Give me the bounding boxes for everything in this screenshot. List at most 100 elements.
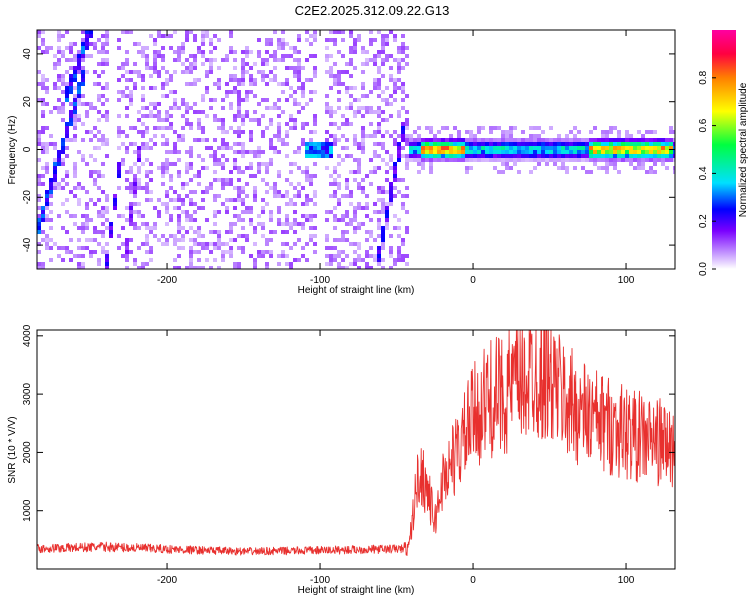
heatmap-cell bbox=[181, 62, 185, 66]
heatmap-cell bbox=[77, 254, 81, 258]
heatmap-cell bbox=[77, 238, 81, 242]
heatmap-cell bbox=[93, 126, 97, 130]
heatmap-cell bbox=[233, 114, 237, 118]
heatmap-cell bbox=[441, 142, 445, 146]
heatmap-cell bbox=[293, 98, 297, 102]
heatmap-cell bbox=[177, 134, 181, 138]
heatmap-cell bbox=[293, 118, 297, 122]
heatmap-cell bbox=[429, 166, 433, 170]
heatmap-cell bbox=[41, 166, 45, 170]
heatmap-cell bbox=[49, 186, 53, 190]
heatmap-cell bbox=[389, 134, 393, 138]
heatmap-cell bbox=[465, 170, 469, 174]
heatmap-cell bbox=[37, 34, 41, 38]
heatmap-cell bbox=[561, 154, 565, 158]
heatmap-cell bbox=[65, 130, 69, 134]
heatmap-cell bbox=[629, 134, 633, 138]
heatmap-cell bbox=[141, 142, 145, 146]
heatmap-cell bbox=[401, 46, 405, 50]
heatmap-cell bbox=[77, 262, 81, 266]
heatmap-cell bbox=[385, 130, 389, 134]
heatmap-cell bbox=[329, 106, 333, 110]
heatmap-cell bbox=[573, 134, 577, 138]
heatmap-cell bbox=[213, 230, 217, 234]
heatmap-cell bbox=[65, 182, 69, 186]
heatmap-cell bbox=[65, 230, 69, 234]
heatmap-cell bbox=[625, 130, 629, 134]
heatmap-cell bbox=[69, 66, 73, 70]
heatmap-cell bbox=[289, 226, 293, 230]
heatmap-cell bbox=[581, 138, 585, 142]
heatmap-cell bbox=[189, 126, 193, 130]
heatmap-cell bbox=[349, 46, 353, 50]
heatmap-cell bbox=[209, 50, 213, 54]
heatmap-cell bbox=[101, 46, 105, 50]
heatmap-cell bbox=[405, 158, 409, 162]
heatmap-cell bbox=[105, 30, 109, 34]
heatmap-cell bbox=[505, 154, 509, 158]
heatmap-cell bbox=[49, 46, 53, 50]
heatmap-cell bbox=[401, 90, 405, 94]
heatmap-cell bbox=[533, 150, 537, 154]
heatmap-cell bbox=[69, 110, 73, 114]
heatmap-cell bbox=[169, 234, 173, 238]
heatmap-cell bbox=[217, 66, 221, 70]
heatmap-cell bbox=[225, 210, 229, 214]
heatmap-cell bbox=[353, 258, 357, 262]
heatmap-cell bbox=[409, 138, 413, 142]
heatmap-cell bbox=[81, 70, 85, 74]
heatmap-cell bbox=[337, 30, 341, 34]
heatmap-cell bbox=[297, 238, 301, 242]
heatmap-cell bbox=[137, 158, 141, 162]
heatmap-cell bbox=[381, 190, 385, 194]
heatmap-cell bbox=[57, 154, 61, 158]
heatmap-cell bbox=[117, 98, 121, 102]
heatmap-cell bbox=[485, 142, 489, 146]
heatmap-cell bbox=[569, 138, 573, 142]
heatmap-cell bbox=[457, 130, 461, 134]
heatmap-cell bbox=[565, 146, 569, 150]
heatmap-cell bbox=[337, 82, 341, 86]
heatmap-cell bbox=[537, 138, 541, 142]
heatmap-cell bbox=[189, 66, 193, 70]
heatmap-cell bbox=[161, 82, 165, 86]
heatmap-cell bbox=[397, 110, 401, 114]
heatmap-cell bbox=[269, 250, 273, 254]
heatmap-cell bbox=[89, 154, 93, 158]
heatmap-cell bbox=[477, 146, 481, 150]
heatmap-cell bbox=[481, 142, 485, 146]
heatmap-cell bbox=[97, 130, 101, 134]
heatmap-cell bbox=[365, 266, 369, 269]
heatmap-cell bbox=[41, 74, 45, 78]
heatmap-cell bbox=[541, 158, 545, 162]
heatmap-cell bbox=[513, 138, 517, 142]
heatmap-cell bbox=[269, 138, 273, 142]
heatmap-cell bbox=[405, 254, 409, 258]
heatmap-cell bbox=[285, 130, 289, 134]
heatmap-cell bbox=[193, 230, 197, 234]
heatmap-cell bbox=[425, 126, 429, 130]
heatmap-cell bbox=[477, 138, 481, 142]
heatmap-cell bbox=[173, 98, 177, 102]
heatmap-cell bbox=[377, 122, 381, 126]
heatmap-cell bbox=[153, 114, 157, 118]
heatmap-cell bbox=[245, 50, 249, 54]
heatmap-cell bbox=[93, 106, 97, 110]
heatmap-cell bbox=[37, 70, 41, 74]
heatmap-cell bbox=[501, 158, 505, 162]
heatmap-cell bbox=[41, 42, 45, 46]
heatmap-cell bbox=[245, 182, 249, 186]
heatmap-cell bbox=[65, 154, 69, 158]
x-tick-label: -200 bbox=[157, 575, 177, 586]
heatmap-cell bbox=[645, 130, 649, 134]
heatmap-cell bbox=[441, 146, 445, 150]
heatmap-cell bbox=[625, 154, 629, 158]
heatmap-cell bbox=[357, 106, 361, 110]
heatmap-cell bbox=[237, 166, 241, 170]
heatmap-cell bbox=[553, 138, 557, 142]
heatmap-cell bbox=[357, 206, 361, 210]
heatmap-cell bbox=[57, 182, 61, 186]
heatmap-cell bbox=[393, 130, 397, 134]
heatmap-cell bbox=[385, 38, 389, 42]
heatmap-cell bbox=[189, 202, 193, 206]
